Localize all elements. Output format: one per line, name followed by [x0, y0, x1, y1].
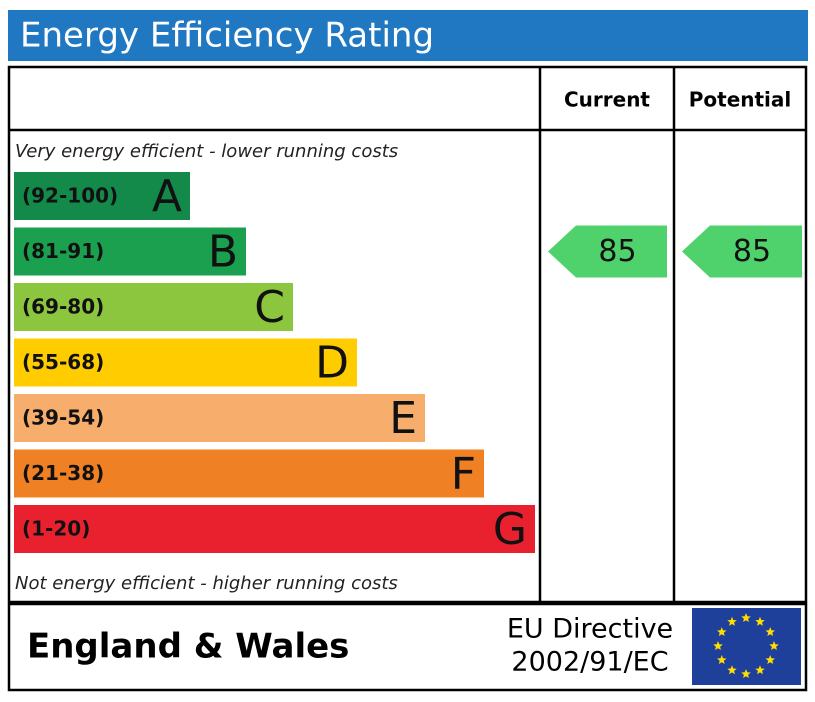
potential-rating: 85: [733, 234, 771, 269]
top-note: Very energy efficient - lower running co…: [15, 141, 398, 162]
band-bar: [14, 505, 535, 553]
band-bar: [14, 394, 425, 442]
band-letter: A: [152, 171, 182, 222]
eu-star: [765, 627, 775, 636]
band-bar: [14, 172, 190, 220]
potential-header: Potential: [689, 88, 792, 112]
band-range: (21-38): [22, 461, 104, 485]
footer-frame: [7, 602, 808, 692]
band-range: (69-80): [22, 295, 104, 319]
band-range: (1-20): [22, 517, 90, 541]
eu-star: [765, 655, 775, 664]
title-bar: [8, 10, 808, 61]
eu-star: [727, 616, 737, 626]
current-rating: 85: [598, 234, 636, 269]
band-letter: E: [389, 393, 417, 444]
directive-line: 2002/91/EC: [511, 647, 668, 678]
eu-star: [741, 669, 751, 678]
band-range: (55-68): [22, 350, 104, 374]
region: England & Wales: [27, 627, 349, 667]
band-bar: [14, 338, 357, 387]
eu-star: [717, 655, 727, 664]
band-letter: F: [451, 449, 476, 500]
band-letter: B: [208, 227, 238, 278]
bottom-note: Not energy efficient - higher running co…: [15, 573, 398, 594]
band-letter: C: [254, 282, 285, 333]
band-bar: [14, 283, 293, 331]
eu-star: [755, 665, 765, 675]
eu-star: [717, 627, 727, 636]
eu-star: [727, 665, 737, 675]
band-range: (92-100): [22, 184, 118, 208]
current-header: Current: [564, 88, 650, 112]
title: Energy Efficiency Rating: [20, 16, 434, 56]
eu-star: [755, 616, 765, 626]
eu-star: [741, 613, 751, 622]
directive-line: EU Directive: [507, 614, 673, 645]
band-bar: [14, 227, 246, 276]
band-letter: D: [315, 338, 349, 389]
band-letter: G: [493, 504, 527, 555]
band-range: (81-91): [22, 239, 104, 263]
current-arrow: [548, 225, 667, 278]
band-bar: [14, 449, 484, 498]
band-range: (39-54): [22, 406, 104, 430]
potential-arrow: [682, 225, 802, 278]
eu-star: [769, 641, 779, 650]
main-frame: [7, 65, 808, 604]
eu-star: [713, 641, 723, 650]
